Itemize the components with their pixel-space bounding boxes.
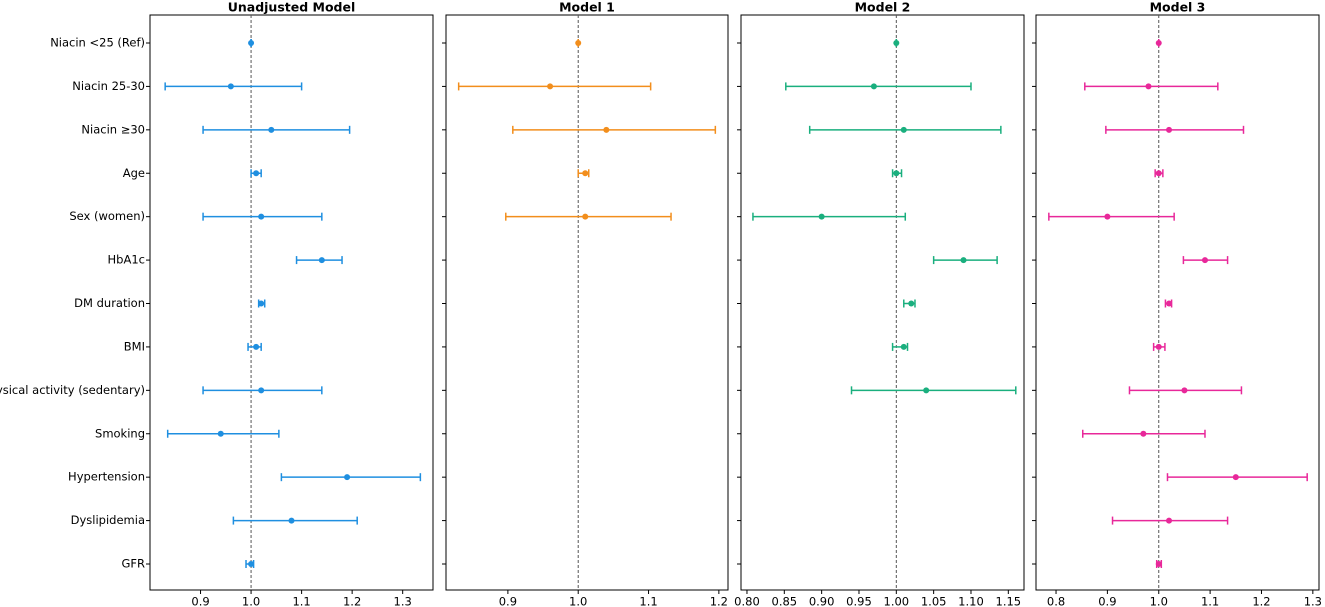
x-tick-label: 1.2	[710, 595, 728, 607]
point	[1145, 83, 1152, 90]
x-tick-label: 0.9	[499, 595, 517, 607]
category-label: Niacin ≥30	[81, 122, 145, 136]
panel-frame	[1035, 14, 1320, 591]
panel-frame	[149, 14, 434, 591]
x-tick-label: 1.1	[292, 595, 310, 607]
x-tick-label: 0.85	[772, 595, 798, 607]
point	[344, 474, 351, 481]
category-label: Physical activity (sedentary)	[0, 383, 145, 397]
point	[258, 213, 265, 220]
x-tick-label: 1.3	[1304, 595, 1322, 607]
panel-title: Model 1	[559, 0, 615, 15]
category-label: Niacin <25 (Ref)	[50, 36, 145, 50]
point	[1155, 170, 1162, 177]
point	[318, 257, 325, 264]
point	[248, 40, 255, 46]
x-tick-label: 1.1	[639, 595, 657, 607]
point	[900, 343, 907, 350]
x-tick-label: 1.15	[996, 595, 1022, 607]
x-tick-label: 0.80	[734, 595, 760, 607]
point	[1155, 343, 1162, 350]
x-tick-label: 1.05	[921, 595, 947, 607]
point	[908, 300, 915, 307]
category-label: BMI	[124, 339, 145, 353]
category-label: Age	[123, 166, 145, 180]
category-label: Hypertension	[68, 470, 145, 484]
category-label: Dyslipidemia	[71, 513, 145, 527]
point	[893, 170, 900, 177]
point	[227, 83, 234, 90]
category-label: Smoking	[95, 426, 145, 440]
point	[1155, 40, 1162, 46]
point	[900, 126, 907, 133]
x-tick-label: 1.10	[958, 595, 984, 607]
panel-title: Model 2	[855, 0, 911, 15]
point	[1166, 300, 1173, 307]
category-label: Sex (women)	[69, 209, 145, 223]
category-label: GFR	[121, 557, 145, 571]
x-tick-label: 1.3	[394, 595, 412, 607]
point	[288, 517, 295, 524]
x-tick-label: 1.0	[242, 595, 260, 607]
x-tick-label: 1.2	[343, 595, 361, 607]
panel-frame	[445, 14, 729, 591]
x-tick-label: 1.00	[884, 595, 910, 607]
category-label: Niacin 25-30	[72, 79, 145, 93]
point	[1201, 257, 1208, 264]
category-label: HbA1c	[108, 253, 145, 267]
panel-title: Unadjusted Model	[228, 0, 356, 15]
x-tick-label: 0.90	[809, 595, 835, 607]
point	[870, 83, 877, 90]
panel-title: Model 3	[1150, 0, 1206, 15]
point	[258, 387, 265, 394]
point	[582, 213, 589, 220]
point	[1232, 474, 1239, 481]
point	[1155, 561, 1162, 567]
point	[1104, 213, 1111, 220]
point	[923, 387, 930, 394]
x-tick-label: 0.95	[846, 595, 872, 607]
point	[253, 343, 260, 350]
point	[1166, 126, 1173, 133]
point	[547, 83, 554, 90]
point	[248, 561, 255, 567]
point	[603, 126, 610, 133]
point	[960, 257, 967, 264]
panel-frame	[740, 14, 1025, 591]
point	[258, 300, 265, 307]
x-tick-label: 1.1	[1201, 595, 1219, 607]
category-label: DM duration	[74, 296, 145, 310]
x-tick-label: 0.8	[1047, 595, 1065, 607]
x-tick-label: 1.2	[1252, 595, 1270, 607]
point	[893, 40, 900, 46]
point	[217, 430, 224, 437]
point	[253, 170, 260, 177]
point	[268, 126, 275, 133]
point	[1166, 517, 1173, 524]
point	[575, 40, 582, 46]
point	[582, 170, 589, 177]
x-tick-label: 0.9	[191, 595, 209, 607]
x-tick-label: 1.0	[1150, 595, 1168, 607]
x-tick-label: 0.9	[1098, 595, 1116, 607]
point	[1140, 430, 1147, 437]
point	[818, 213, 825, 220]
point	[1181, 387, 1188, 394]
x-tick-label: 1.0	[569, 595, 587, 607]
